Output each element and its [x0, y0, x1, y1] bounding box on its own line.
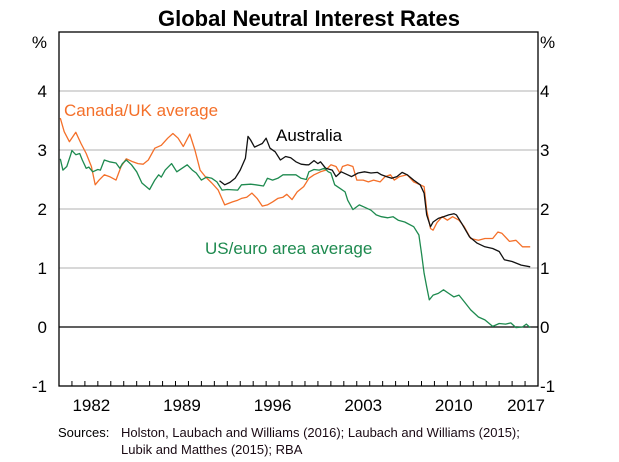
line-australia	[219, 135, 531, 268]
x-tick-label: 2003	[344, 396, 382, 415]
y-tick-label-left: 0	[38, 318, 47, 337]
y-tick-label-left: 1	[38, 259, 47, 278]
y-tick-label-left: 4	[38, 82, 47, 101]
x-tick-label: 1989	[163, 396, 201, 415]
y-tick-label-right: 1	[540, 259, 549, 278]
x-tick-label: 1982	[72, 396, 110, 415]
y-unit-right: %	[540, 33, 555, 52]
series-us-euro-area-average	[59, 149, 531, 329]
y-tick-labels: -1 -1 0 0 1 1 2 2 3 3 4 4	[32, 82, 555, 396]
y-tick-label-right: -1	[540, 377, 555, 396]
y-tick-label-left: -1	[32, 377, 47, 396]
chart-title: Global Neutral Interest Rates	[158, 6, 460, 31]
y-tick-label-right: 2	[540, 200, 549, 219]
gridlines	[59, 90, 538, 328]
sources-label: Sources:	[58, 425, 110, 440]
x-tick-label: 1996	[254, 396, 292, 415]
annotation-canada-uk: Canada/UK average	[64, 101, 218, 120]
annotation-australia: Australia	[276, 126, 343, 145]
series-lines	[59, 117, 531, 329]
line-canada-uk-average	[59, 117, 531, 248]
sources-note: Sources: Holston, Laubach and Williams (2…	[58, 424, 541, 458]
y-tick-label-right: 3	[540, 141, 549, 160]
y-unit-left: %	[32, 33, 47, 52]
plot-frame	[58, 31, 539, 387]
line-us-euro-area-average	[59, 149, 531, 329]
y-tick-label-left: 3	[38, 141, 47, 160]
x-tick-label: 2010	[435, 396, 473, 415]
x-tick-label: 2017	[507, 396, 545, 415]
series-canada-uk-average	[59, 117, 531, 248]
y-tick-label-right: 0	[540, 318, 549, 337]
sources-text: Holston, Laubach and Williams (2016); La…	[121, 425, 520, 457]
x-ticks: 1982 1989 1996 2003 2010 2017	[71, 381, 545, 415]
series-australia	[219, 135, 531, 268]
y-tick-label-left: 2	[38, 200, 47, 219]
y-tick-label-right: 4	[540, 82, 549, 101]
annotation-us-euro: US/euro area average	[205, 239, 372, 258]
